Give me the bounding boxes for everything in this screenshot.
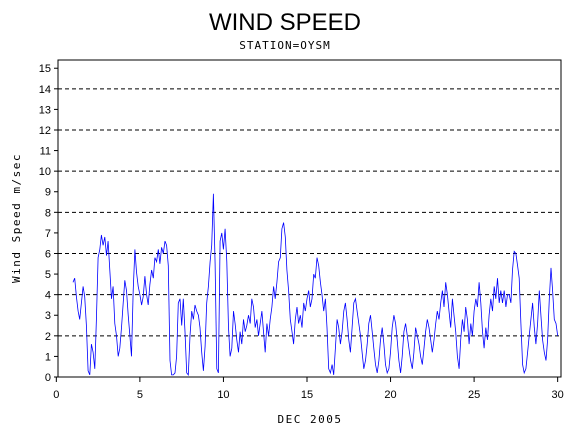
y-tick-label: 7: [45, 228, 51, 240]
y-tick-label: 12: [39, 125, 51, 137]
x-tick-label: 30: [552, 389, 564, 401]
x-tick-label: 20: [384, 389, 396, 401]
y-tick-label: 8: [45, 207, 51, 219]
y-tick-label: 14: [39, 84, 51, 96]
x-axis: 0 5 10 15 20 25 30: [53, 377, 564, 401]
x-tick-label: 25: [468, 389, 480, 401]
y-tick-label: 5: [45, 269, 51, 281]
y-tick-label: 4: [45, 290, 51, 302]
y-tick-label: 0: [45, 372, 51, 384]
x-axis-label: DEC 2005: [278, 413, 343, 426]
y-axis-label: Wind Speed m/sec: [10, 153, 23, 283]
y-tick-label: 11: [40, 146, 51, 158]
y-tick-label: 15: [39, 63, 51, 75]
y-tick-label: 9: [45, 187, 51, 199]
y-tick-label: 2: [45, 331, 51, 343]
wind-speed-series-line: [72, 193, 559, 376]
x-tick-label: 15: [301, 389, 313, 401]
y-tick-label: 13: [39, 104, 51, 116]
x-tick-label: 10: [217, 389, 229, 401]
chart-subtitle: STATION=OYSM: [239, 39, 330, 52]
y-tick-label: 1: [45, 351, 51, 363]
y-tick-label: 3: [45, 310, 51, 322]
x-tick-label: 5: [137, 389, 143, 401]
x-tick-label: 0: [53, 389, 59, 401]
y-tick-label: 10: [39, 166, 51, 178]
y-tick-label: 6: [45, 248, 51, 260]
plot-frame: [57, 59, 562, 378]
chart-title: WIND SPEED: [209, 9, 361, 36]
